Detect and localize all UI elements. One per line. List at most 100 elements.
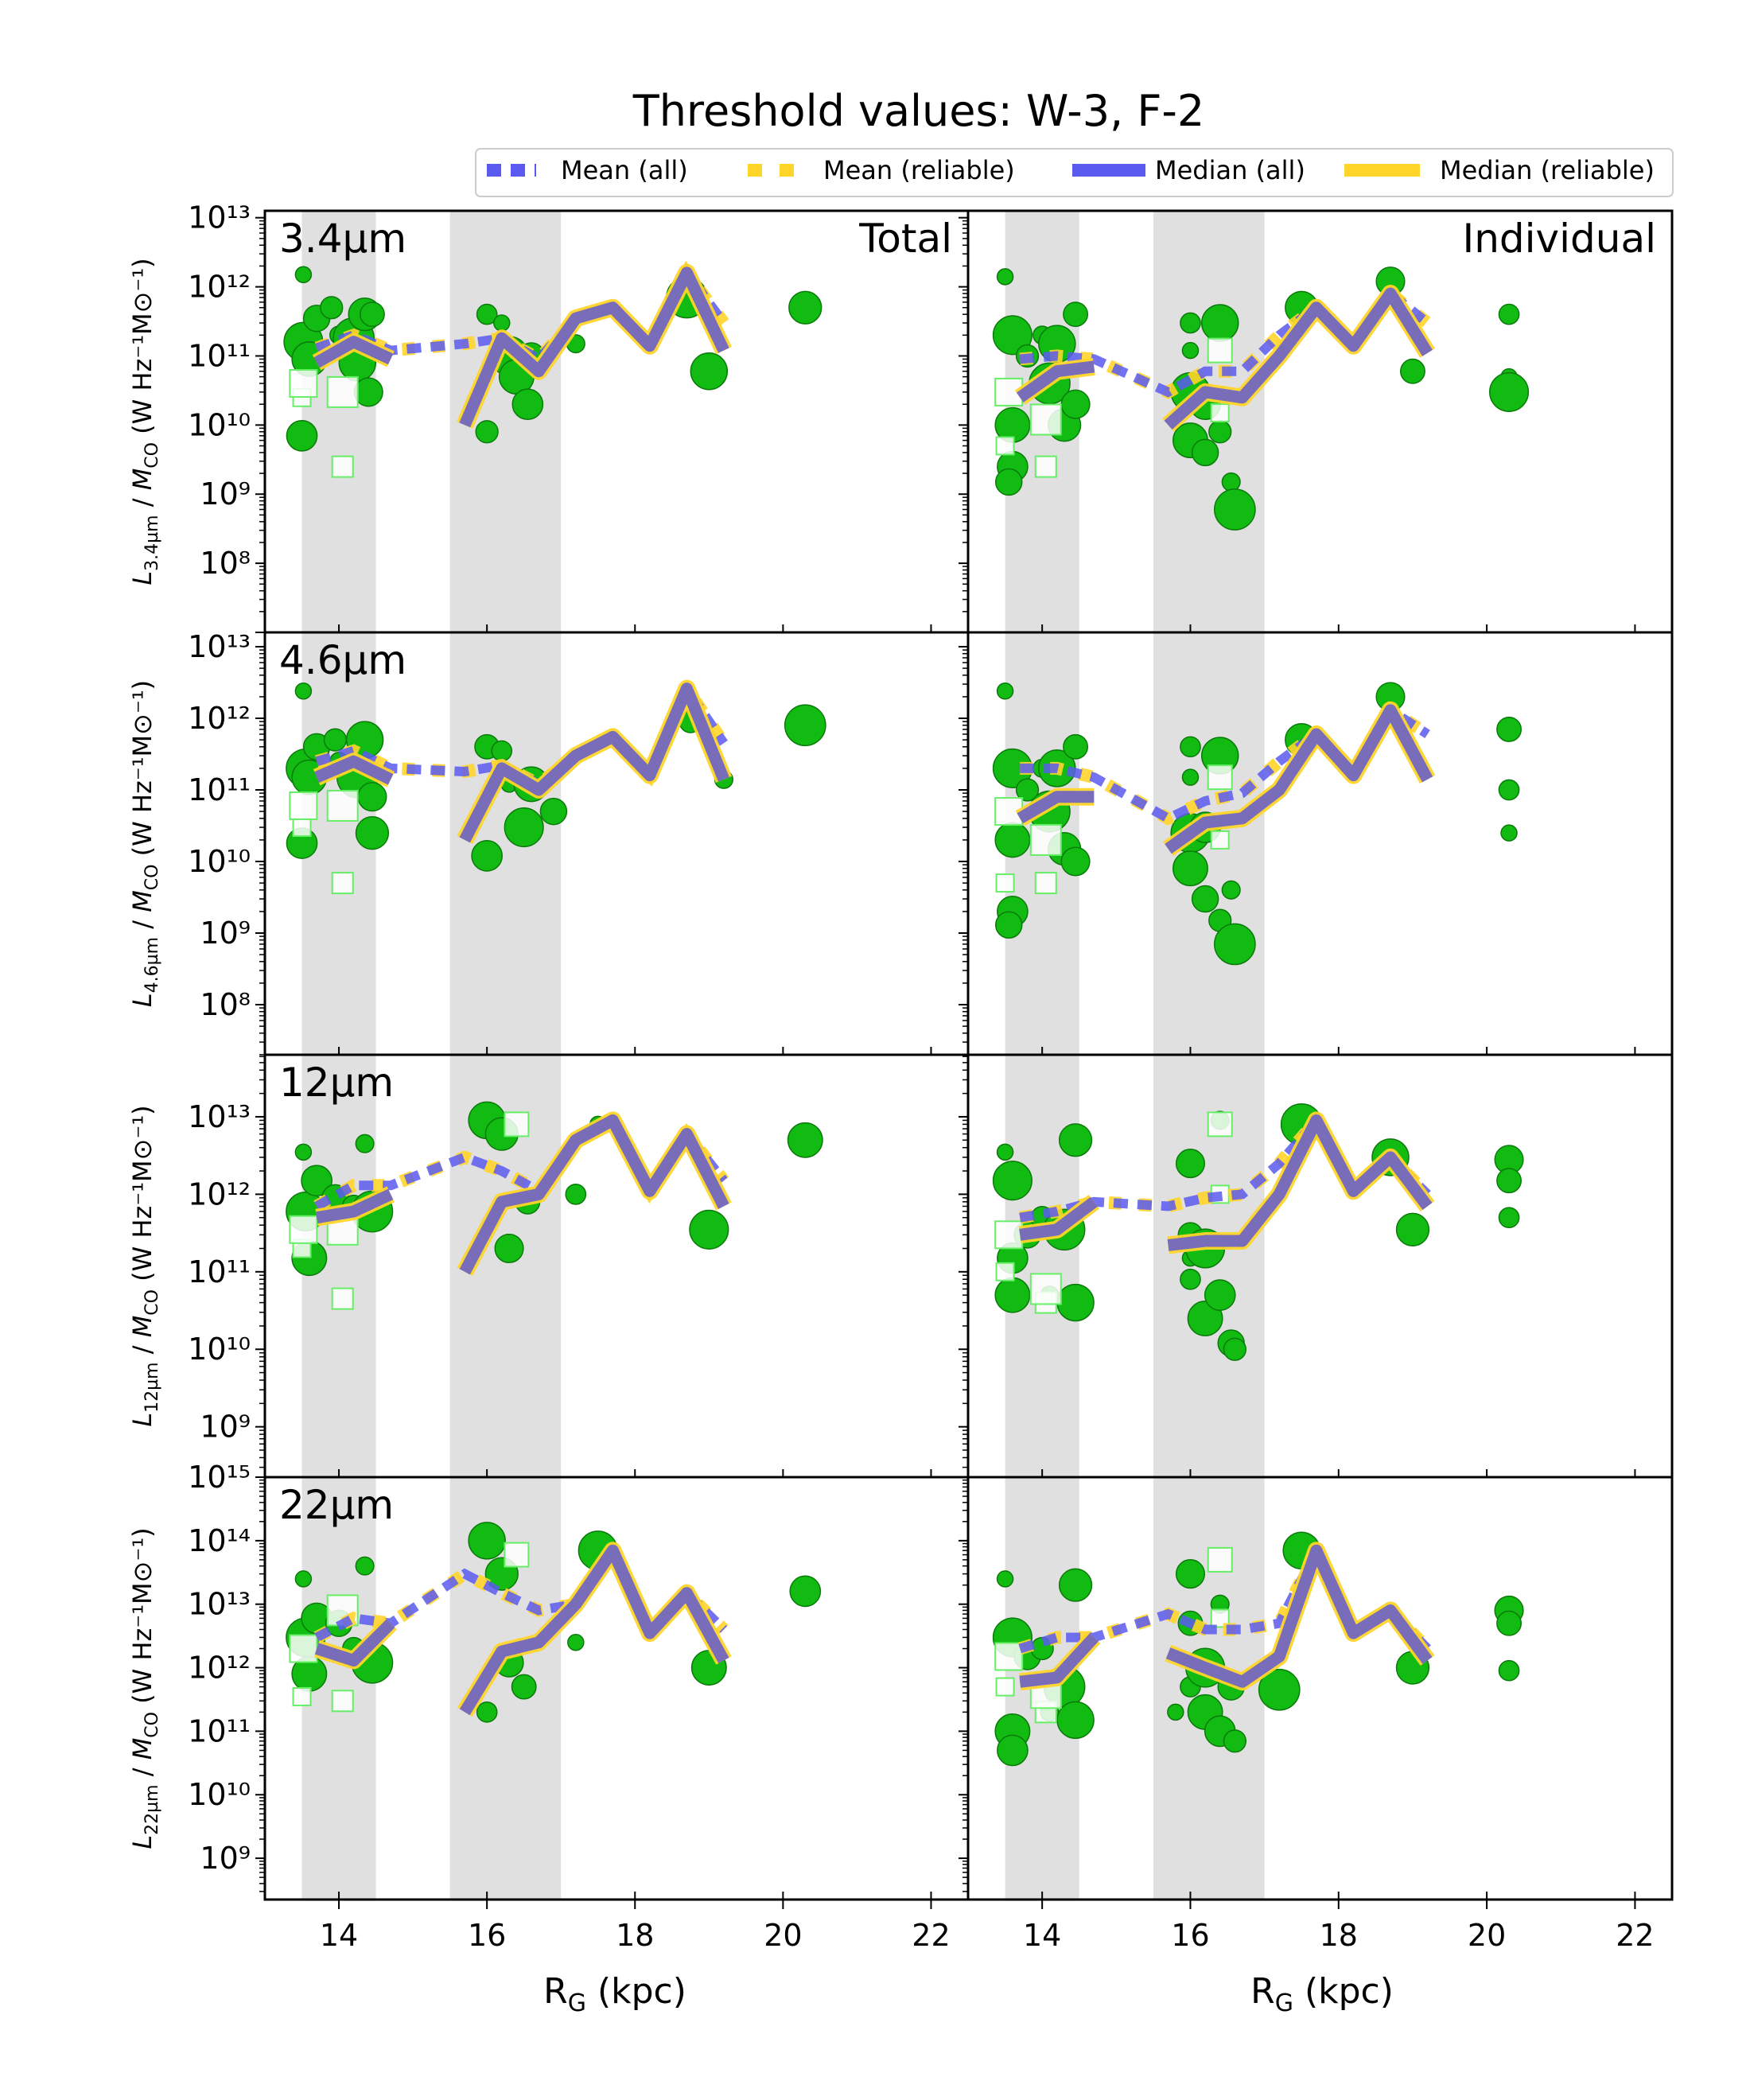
data-point xyxy=(355,1134,375,1153)
y-label-sep: / xyxy=(127,1337,158,1362)
open-square-point xyxy=(331,455,354,478)
data-point xyxy=(1214,488,1256,531)
legend-label-median-all: Median (all) xyxy=(1155,155,1305,185)
y-label-co: CO xyxy=(142,865,162,891)
data-point xyxy=(1063,301,1089,328)
data-point xyxy=(787,1122,823,1158)
open-square-point xyxy=(1034,872,1057,895)
data-point xyxy=(353,377,383,407)
y-tick-label: 10¹⁰ xyxy=(188,1332,251,1367)
y-label-co: CO xyxy=(142,442,162,469)
median-all-line-1 xyxy=(1167,1114,1433,1251)
panel-body xyxy=(992,211,1530,632)
data-point xyxy=(1223,1337,1247,1361)
open-square-point xyxy=(994,1642,1024,1671)
y-tick-label: 10¹⁰ xyxy=(188,1777,251,1812)
y-label-sep: / xyxy=(127,490,158,515)
data-point xyxy=(359,301,385,328)
y-tick-label: 10¹¹ xyxy=(188,338,251,373)
y-label-m: M xyxy=(127,469,158,491)
data-point xyxy=(1015,778,1040,802)
data-point xyxy=(1395,1212,1430,1246)
y-label-l: L xyxy=(127,1835,158,1849)
x-tick-label: 22 xyxy=(1616,1918,1654,1953)
data-point xyxy=(1214,923,1256,966)
open-square-point xyxy=(1210,403,1230,423)
x-tick-label: 14 xyxy=(1023,1918,1061,1953)
data-point xyxy=(511,1674,537,1700)
shaded-region-0 xyxy=(301,211,376,632)
y-label-units: (W Hz⁻¹M⊙⁻¹) xyxy=(127,1527,158,1712)
data-point xyxy=(1500,824,1518,842)
y-label-band: 12µm xyxy=(142,1362,162,1412)
data-point xyxy=(789,1575,822,1608)
data-point xyxy=(511,388,544,421)
x-axis-label-left: RG (kpc) xyxy=(543,1971,686,2017)
data-point xyxy=(494,1233,524,1264)
median-all-line-1 xyxy=(1165,1544,1433,1688)
y-tick-label: 10⁸ xyxy=(200,987,251,1022)
data-point xyxy=(1200,304,1239,342)
data-point xyxy=(1498,1659,1520,1682)
data-point xyxy=(1399,358,1425,384)
open-square-point xyxy=(326,789,359,822)
open-square-point xyxy=(326,375,359,408)
open-square-point xyxy=(995,436,1015,456)
open-square-point xyxy=(331,1287,354,1310)
y-tick-label: 10¹¹ xyxy=(188,1254,251,1289)
open-square-point xyxy=(995,873,1015,893)
y-label-units: (W Hz⁻¹M⊙⁻¹) xyxy=(127,258,158,442)
open-square-point xyxy=(1207,1546,1233,1573)
legend-label-mean-all: Mean (all) xyxy=(561,155,688,185)
data-point xyxy=(476,303,498,325)
y-label-m: M xyxy=(127,1738,158,1760)
x-tick-label: 20 xyxy=(1468,1918,1506,1953)
data-point xyxy=(320,296,344,320)
median-all-line-1 xyxy=(459,266,729,428)
y-tick-label: 10⁸ xyxy=(200,546,251,581)
data-point xyxy=(994,822,1031,858)
median-all-line-0 xyxy=(314,755,394,785)
y-tick-label: 10¹² xyxy=(188,701,251,736)
y-label-l: L xyxy=(127,571,158,585)
y-tick-label: 10¹⁵ xyxy=(188,1460,251,1495)
data-point xyxy=(294,1143,313,1161)
data-point xyxy=(1208,420,1232,444)
y-label-co: CO xyxy=(142,1289,162,1316)
data-point xyxy=(323,728,348,752)
median-all-line-1 xyxy=(459,682,729,843)
open-square-point xyxy=(1207,337,1233,364)
y-tick-label: 10¹³ xyxy=(188,1099,251,1134)
data-point xyxy=(1058,1123,1093,1157)
data-point xyxy=(1181,341,1200,360)
open-square-point xyxy=(289,1215,318,1244)
data-point xyxy=(301,1165,332,1197)
y-axis-label: L3.4µm / MCO (W Hz⁻¹M⊙⁻¹) xyxy=(127,258,162,585)
open-square-point xyxy=(1029,403,1062,436)
data-point xyxy=(1498,303,1520,325)
x-tick-label: 18 xyxy=(1320,1918,1358,1953)
data-point xyxy=(567,1634,585,1651)
data-point xyxy=(1489,371,1530,412)
y-label-band: 3.4µm xyxy=(142,515,162,570)
data-point xyxy=(1223,1729,1247,1753)
median-all-line-1 xyxy=(1164,287,1433,430)
data-point xyxy=(1496,716,1522,742)
panel-12µm-individual xyxy=(959,1053,1674,1479)
data-point xyxy=(294,682,313,700)
legend-label-mean-reliable: Mean (reliable) xyxy=(823,155,1015,185)
data-point xyxy=(1060,389,1091,419)
median-all-line-0 xyxy=(1017,791,1095,824)
data-point xyxy=(468,1522,506,1560)
median-all-line-1 xyxy=(459,1544,729,1716)
median-all-line-0 xyxy=(1019,1633,1099,1688)
open-square-point xyxy=(1210,830,1230,850)
data-point xyxy=(1258,1668,1301,1711)
y-tick-label: 10¹³ xyxy=(188,1587,251,1622)
open-square-point xyxy=(289,791,318,820)
data-point xyxy=(992,315,1032,356)
data-point xyxy=(1063,733,1089,760)
mean-all-line xyxy=(1019,1111,1431,1223)
